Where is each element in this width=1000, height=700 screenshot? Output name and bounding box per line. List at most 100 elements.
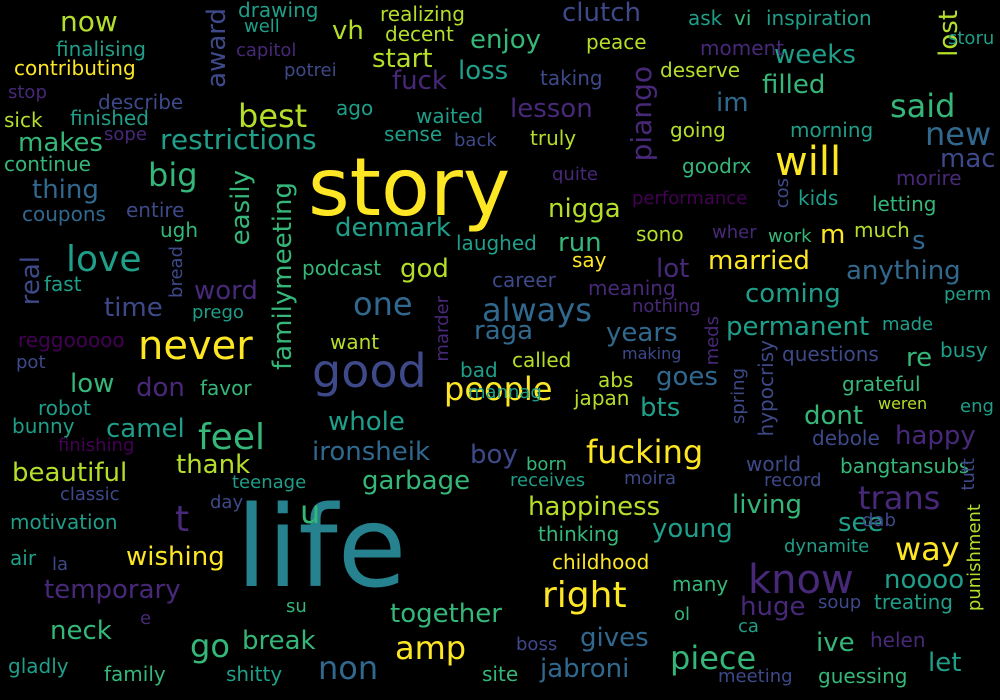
cloud-word: debole xyxy=(812,426,880,450)
cloud-word: huge xyxy=(740,592,806,622)
cloud-word: award xyxy=(202,8,232,88)
cloud-word: go xyxy=(190,627,230,665)
cloud-word: hypocrisy xyxy=(754,340,778,437)
cloud-word: podcast xyxy=(302,256,382,280)
cloud-word: boss xyxy=(516,634,558,655)
cloud-word: fuck xyxy=(392,66,447,96)
cloud-word: break xyxy=(242,626,316,656)
cloud-word: dont xyxy=(804,401,864,431)
cloud-word: la xyxy=(52,554,69,575)
cloud-word: vi xyxy=(734,6,752,30)
cloud-word: happiness xyxy=(528,492,661,522)
cloud-word: japan xyxy=(574,386,630,410)
cloud-word: start xyxy=(372,44,433,74)
cloud-word: ol xyxy=(674,604,691,625)
cloud-word: thing xyxy=(32,175,99,205)
cloud-word: weeks xyxy=(774,40,856,70)
cloud-word: capitol xyxy=(236,40,297,61)
cloud-word: goes xyxy=(656,362,718,392)
cloud-word: gladly xyxy=(8,654,69,678)
cloud-word: happy xyxy=(895,421,976,451)
cloud-word: vh xyxy=(332,16,364,46)
cloud-word: piece xyxy=(670,639,757,677)
cloud-word: right xyxy=(542,575,627,616)
cloud-word: married xyxy=(708,246,810,276)
cloud-word: feel xyxy=(198,417,265,458)
cloud-word: neck xyxy=(50,616,112,646)
cloud-word: let xyxy=(928,648,962,678)
cloud-word: together xyxy=(390,599,502,629)
cloud-word: ago xyxy=(336,96,374,120)
cloud-word: goodrx xyxy=(682,154,752,178)
cloud-word: meds xyxy=(702,316,723,366)
cloud-word: shitty xyxy=(226,662,283,686)
cloud-word: filled xyxy=(762,70,826,100)
cloud-word: decent xyxy=(385,22,454,46)
cloud-word: finished xyxy=(70,106,149,130)
cloud-word: bread xyxy=(166,246,187,298)
cloud-word: perm xyxy=(944,284,992,305)
cloud-word: fucking xyxy=(586,433,704,471)
cloud-word: record xyxy=(764,470,822,491)
cloud-word: beautiful xyxy=(12,458,128,488)
cloud-word: ironsheik xyxy=(312,437,431,467)
cloud-word: back xyxy=(454,130,497,151)
cloud-word: inspiration xyxy=(766,6,872,30)
cloud-word: anything xyxy=(846,256,961,286)
cloud-word: world xyxy=(746,452,802,476)
cloud-word: abs xyxy=(598,368,634,392)
cloud-word: mac xyxy=(940,144,996,174)
cloud-word: sope xyxy=(104,124,147,145)
cloud-word: fast xyxy=(44,272,82,296)
cloud-word: morning xyxy=(790,118,874,142)
cloud-word: mannag xyxy=(468,382,542,403)
cloud-word: easily xyxy=(226,170,256,246)
cloud-word: new xyxy=(925,115,992,153)
cloud-word: called xyxy=(512,348,572,372)
cloud-word: people xyxy=(444,370,553,408)
cloud-word: said xyxy=(890,87,956,125)
cloud-word: motivation xyxy=(10,510,118,534)
cloud-word: teenage xyxy=(232,472,307,493)
cloud-word: best xyxy=(238,97,308,135)
cloud-word: site xyxy=(482,662,519,686)
cloud-word: pot xyxy=(16,352,46,373)
cloud-word: years xyxy=(606,318,678,348)
cloud-word: potrei xyxy=(284,60,337,81)
cloud-word: camel xyxy=(106,414,185,444)
cloud-word: permanent xyxy=(726,312,870,342)
cloud-word: s xyxy=(912,226,926,256)
cloud-word: storu xyxy=(948,28,995,49)
cloud-word: bts xyxy=(640,393,681,423)
cloud-word: sick xyxy=(4,108,43,132)
cloud-word: performance xyxy=(632,188,748,209)
cloud-word: robot xyxy=(38,396,91,420)
cloud-word: dab xyxy=(862,510,896,531)
cloud-word: prego xyxy=(192,302,244,323)
cloud-word: m xyxy=(820,220,846,250)
cloud-word: gives xyxy=(580,623,649,653)
cloud-word: describe xyxy=(98,90,184,114)
cloud-word: wher xyxy=(712,222,757,243)
cloud-word: air xyxy=(10,546,37,570)
cloud-word: enjoy xyxy=(470,25,541,55)
cloud-word: bad xyxy=(460,358,498,382)
cloud-word: boy xyxy=(470,440,518,470)
cloud-word: moment xyxy=(700,36,785,60)
cloud-word: waited xyxy=(416,104,484,128)
cloud-word: u xyxy=(300,493,321,531)
cloud-word: t xyxy=(175,499,190,540)
cloud-word: don xyxy=(136,373,185,403)
cloud-word: nigga xyxy=(548,194,621,224)
cloud-word: ca xyxy=(738,616,759,637)
cloud-word: continue xyxy=(4,152,91,176)
cloud-word: spring xyxy=(728,368,749,425)
cloud-word: cos xyxy=(772,178,793,209)
cloud-word: clutch xyxy=(562,0,641,28)
cloud-word: treating xyxy=(874,590,953,614)
cloud-word: moira xyxy=(624,468,676,489)
cloud-word: su xyxy=(286,596,307,617)
cloud-word: e xyxy=(140,608,152,629)
cloud-word: marder xyxy=(432,296,453,362)
cloud-word: real xyxy=(16,256,46,306)
